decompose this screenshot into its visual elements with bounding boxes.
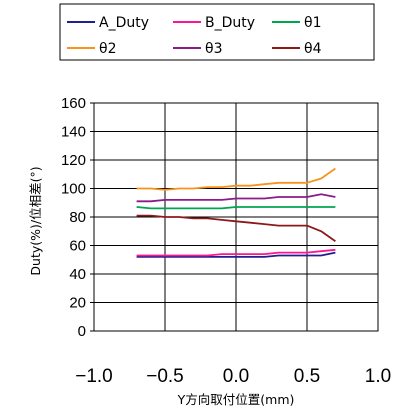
x-tick-label: 0.0 [223,366,249,387]
y-tick-label: 160 [61,95,86,112]
legend-label: B_Duty [205,15,255,31]
x-tick-label: −1.0 [75,366,113,387]
legend-label: A_Duty [99,15,149,31]
series-line [136,206,336,210]
y-tick-labels: 0 20 40 60 80 100 120 140 160 [61,95,86,340]
y-tick-label: 100 [61,181,86,198]
series-line [136,193,336,203]
legend: A_Duty B_Duty θ1 θ2 θ3 θ4 [59,3,375,61]
y-tick-label: 0 [78,323,86,340]
series-line [136,214,336,242]
legend-label: θ2 [99,41,116,57]
y-tick-label: 120 [61,152,86,169]
x-tick-label: −0.5 [146,366,184,387]
series-line [136,251,336,258]
y-tick-label: 60 [69,238,86,255]
series-line [136,248,336,257]
x-axis-label: Y方向取付位置(mm) [177,392,295,407]
y-tick-label: 140 [61,124,86,141]
y-tick-label: 40 [69,266,86,283]
x-tick-label: 1.0 [365,366,391,387]
legend-label: θ1 [304,15,321,31]
legend-label: θ3 [205,41,222,57]
x-tick-label: 0.5 [294,366,320,387]
legend-box [59,3,375,61]
y-axis-label: Duty(%)/位相差(°) [28,166,43,275]
grid [90,102,379,332]
series-line [136,167,336,191]
plot-frame [93,102,379,332]
series-lines [136,167,336,258]
legend-label: θ4 [304,41,322,57]
y-tick-label: 20 [69,295,86,312]
y-tick-label: 80 [69,209,86,226]
x-tick-labels: −1.0 −0.5 0.0 0.5 1.0 [75,366,391,387]
